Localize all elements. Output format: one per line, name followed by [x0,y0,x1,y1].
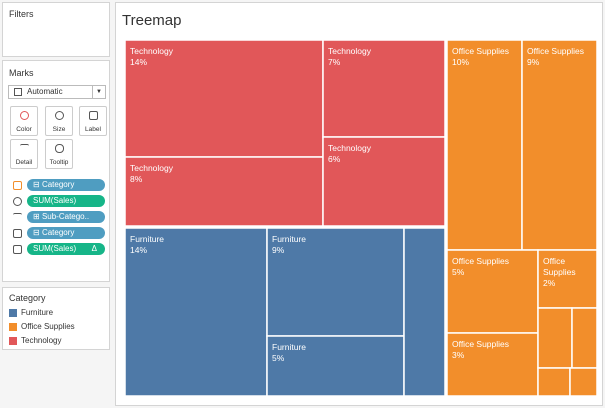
treemap-cell [124,156,324,227]
label-button[interactable]: Label [79,106,107,136]
cell-value-label: 9% [527,57,540,67]
mark-type-dropdown[interactable]: Automatic ▼ [8,85,106,99]
legend-label: Office Supplies [21,322,75,331]
treemap-cell [266,335,405,397]
cell-label: Technology [328,143,372,153]
treemap-cell [446,39,523,251]
cell-value-label: 14% [130,57,147,67]
legend-swatch [9,323,17,331]
button-label: Size [52,126,66,133]
legend-swatch [9,337,17,345]
pill-label: SUM(Sales) [33,196,77,205]
treemap-cell [403,227,446,397]
treemap-cell [266,227,405,337]
cell-value-label: 5% [272,353,285,363]
marks-panel: Marks Automatic ▼ Color Size Label Detai… [2,60,110,282]
panel-title: Marks [9,68,34,78]
treemap-cell [322,136,446,227]
treemap-cell [124,227,268,397]
cell-label: Office Supplies [452,46,509,56]
chart-title: Treemap [122,12,181,29]
cell-label: Furniture [272,234,306,244]
button-label: Color [16,126,32,133]
tooltip-button[interactable]: Tooltip [45,139,73,169]
pill[interactable]: ⊟ Category [27,179,105,191]
treemap-cell [446,249,539,334]
cell-label: Office Supplies [452,339,509,349]
cell-label: Technology [130,163,174,173]
color-button[interactable]: Color [10,106,38,136]
cell-label: Technology [130,46,174,56]
cell-label: Office Supplies [527,46,584,56]
legend-swatch [9,309,17,317]
treemap-cell [537,367,571,397]
cell-label: Office Supplies [543,256,576,277]
legend-label: Technology [21,336,62,345]
treemap-cell [521,39,598,251]
legend-label: Furniture [21,308,54,317]
filters-panel: Filters [2,2,110,57]
size-button[interactable]: Size [45,106,73,136]
legend-panel: Category Furniture Office Supplies Technol… [2,287,110,350]
cell-label: Office Supplies [452,256,509,266]
cell-value-label: 14% [130,245,147,255]
treemap-cell [569,367,598,397]
treemap-cell [322,39,446,138]
cell-value-label: 10% [452,57,469,67]
legend-title: Category [9,293,46,303]
pill-label: SUM(Sales) [33,244,77,253]
pill-label: Sub-Catego.. [41,212,90,221]
cell-label: Furniture [272,342,306,352]
pill-label: Category [41,228,75,237]
pill[interactable]: SUM(Sales) Δ [27,243,105,255]
pill[interactable]: ⊞ Sub-Catego.. [27,211,105,223]
cell-value-label: 6% [328,154,341,164]
button-label: Label [85,126,101,133]
pill[interactable]: SUM(Sales) [27,195,105,207]
cell-label: Furniture [130,234,164,244]
button-label: Tooltip [49,159,69,166]
treemap-cell [124,39,324,158]
pill[interactable]: ⊟ Category [27,227,105,239]
treemap-cell [571,307,598,369]
treemap-cell [537,307,573,369]
cell-value-label: 8% [130,174,143,184]
cell-value-label: 2% [543,278,556,288]
panel-title: Filters [9,9,34,19]
cell-value-label: 9% [272,245,285,255]
dropdown-value: Automatic [27,87,63,96]
cell-label: Technology [328,46,372,56]
cell-value-label: 3% [452,350,465,360]
pill-label: Category [41,180,75,189]
cell-value-label: 5% [452,267,465,277]
treemap-cell [537,249,598,309]
detail-button[interactable]: Detail [10,139,38,169]
cell-value-label: 7% [328,57,341,67]
button-label: Detail [15,159,33,166]
pill-flag: Δ [91,244,97,253]
